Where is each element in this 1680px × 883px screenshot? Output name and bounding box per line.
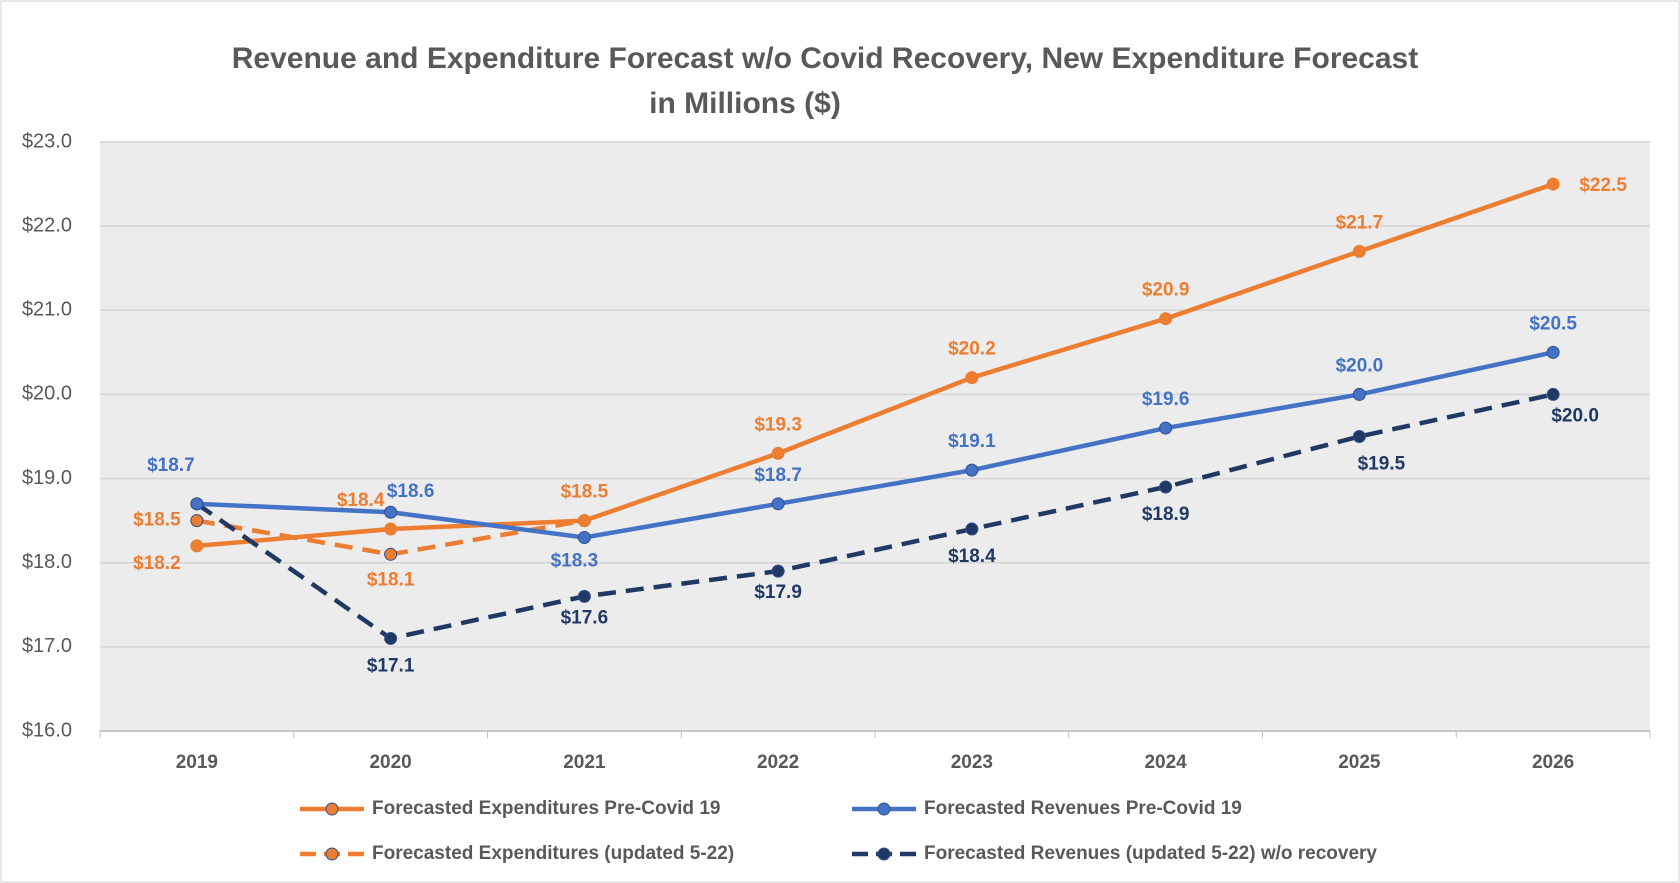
y-tick-label: $22.0 [22,214,72,236]
point-marker [965,371,979,385]
data-label: $22.5 [1579,175,1627,196]
data-label: $18.9 [1142,504,1190,525]
point-marker [577,589,591,603]
data-label: $18.5 [561,482,609,503]
point-marker [1546,345,1560,359]
point-marker [577,514,591,528]
data-label: $20.9 [1142,280,1190,301]
x-tick-label: 2019 [176,752,218,773]
x-tick-label: 2025 [1338,752,1381,773]
point-marker [1159,312,1173,326]
point-marker [384,631,398,645]
data-label: $20.0 [1336,355,1384,376]
y-tick-label: $21.0 [22,299,72,321]
data-label: $18.2 [133,553,181,574]
point-marker [1352,387,1366,401]
data-label: $18.7 [754,465,802,486]
legend-label: Forecasted Expenditures Pre-Covid 19 [372,798,720,819]
legend-label: Forecasted Revenues Pre-Covid 19 [924,798,1242,819]
data-label: $20.2 [948,339,996,360]
point-marker [1546,177,1560,191]
point-marker [771,564,785,578]
data-label: $19.3 [754,414,802,435]
y-tick-label: $17.0 [22,635,72,657]
data-label: $18.4 [337,490,385,511]
point-marker [1352,244,1366,258]
point-marker [1159,421,1173,435]
point-marker [1352,430,1366,443]
data-label: $19.1 [948,431,996,452]
data-label: $20.5 [1529,313,1577,334]
series-line [196,350,1554,540]
point-marker [771,497,785,511]
chart-subtitle: in Millions ($) [649,87,841,120]
point-marker [384,547,398,561]
x-tick-label: 2022 [757,752,799,773]
series-line [195,392,1554,641]
x-tick-label: 2020 [369,752,411,773]
data-label: $17.9 [754,582,802,603]
y-tick-label: $19.0 [22,467,72,489]
legend-marker [877,802,891,816]
data-label: $18.4 [948,546,996,567]
legend-marker [325,802,339,816]
point-marker [1159,480,1173,494]
point-marker [965,463,979,477]
point-marker [965,522,979,536]
data-label: $19.5 [1358,454,1406,475]
chart-title: Revenue and Expenditure Forecast w/o Cov… [232,42,1418,75]
x-tick-label: 2024 [1144,752,1187,773]
data-label: $18.1 [367,569,415,590]
y-tick-label: $23.0 [22,130,72,152]
data-label: $17.1 [367,655,415,676]
point-marker [771,446,785,460]
data-label: $17.6 [561,607,609,628]
point-marker [190,514,204,528]
point-marker [384,505,398,519]
point-marker [577,530,591,544]
point-marker [1546,387,1560,401]
x-tick-label: 2021 [563,752,606,773]
point-marker [384,522,398,536]
legend-label: Forecasted Revenues (updated 5-22) w/o r… [924,843,1377,864]
data-label: $18.7 [147,455,195,476]
data-label: $18.5 [133,510,181,531]
legend-marker [325,847,339,861]
data-label: $20.0 [1551,405,1599,426]
legend-marker [877,847,891,861]
y-tick-label: $16.0 [22,719,72,741]
legend-label: Forecasted Expenditures (updated 5-22) [372,843,734,864]
data-label: $21.7 [1336,212,1384,233]
x-tick-label: 2026 [1532,752,1574,773]
series-line [196,181,1554,549]
point-marker [190,539,204,553]
y-tick-label: $18.0 [22,551,72,573]
x-tick-label: 2023 [951,752,993,773]
y-tick-label: $20.0 [22,383,72,405]
data-label: $19.6 [1142,389,1190,410]
point-marker [190,497,204,511]
data-label: $18.6 [387,481,435,502]
data-label: $18.3 [551,550,599,571]
